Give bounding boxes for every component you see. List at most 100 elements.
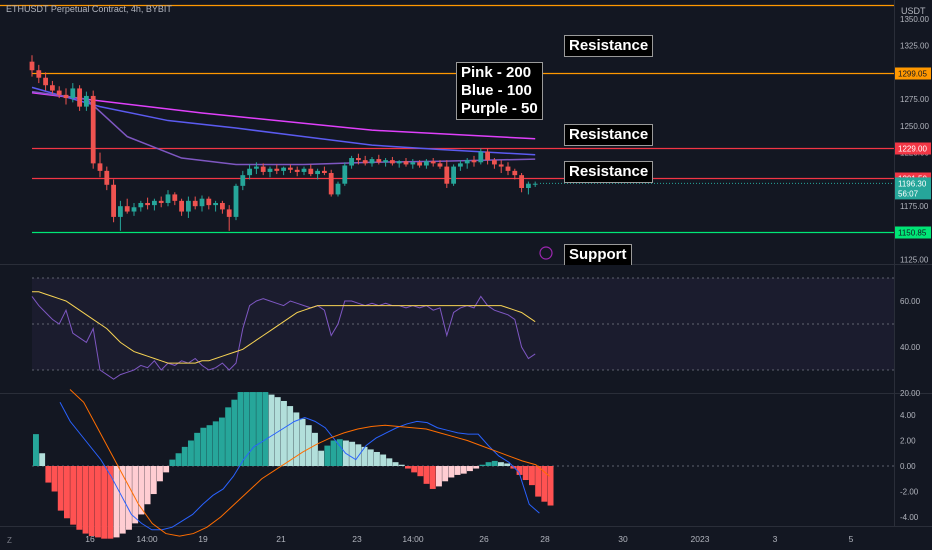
candle-body xyxy=(498,164,504,167)
chart-title: ETHUSDT Perpetual Contract, 4h, BYBIT xyxy=(6,4,172,14)
macd-histogram-bar xyxy=(76,466,83,530)
macd-histogram-bar xyxy=(485,462,492,466)
macd-histogram-bar xyxy=(119,466,126,534)
macd-histogram-bar xyxy=(150,466,157,495)
macd-histogram-bar xyxy=(312,432,318,466)
macd-histogram-bar xyxy=(541,466,548,502)
candle-body xyxy=(403,161,409,165)
macd-histogram-bar xyxy=(33,434,39,466)
macd-histogram-bar xyxy=(299,418,306,466)
candle-body xyxy=(70,88,76,99)
candle-body xyxy=(206,198,212,206)
time-axis-label: 21 xyxy=(276,534,286,544)
macd-histogram-bar xyxy=(423,466,430,484)
candle-body xyxy=(104,170,110,185)
candle-body xyxy=(390,160,395,164)
time-axis-label: 19 xyxy=(198,534,208,544)
candle-body xyxy=(118,206,123,217)
macd-histogram-bar xyxy=(361,446,368,466)
countdown-label: 56:07 xyxy=(898,189,919,198)
macd-histogram-bar xyxy=(349,441,356,466)
macd-histogram-bar xyxy=(398,464,405,466)
macd-histogram-bar xyxy=(293,412,300,466)
resistance-annotation-3[interactable]: Resistance xyxy=(564,161,654,183)
candle-body xyxy=(485,151,490,161)
macd-histogram-bar xyxy=(175,453,182,466)
candle-body xyxy=(43,77,48,86)
candle-body xyxy=(192,200,198,207)
last-price-label: 1196.30 xyxy=(898,179,927,188)
macd-histogram-bar xyxy=(417,466,424,477)
ma-legend-annotation[interactable]: Pink - 200 Blue - 100 Purple - 50 xyxy=(456,62,543,120)
macd-histogram-bar xyxy=(522,466,529,481)
macd-histogram-bar xyxy=(231,399,238,466)
macd-histogram-bar xyxy=(101,466,108,539)
macd-histogram-bar xyxy=(504,463,511,466)
candle-body xyxy=(288,167,293,170)
resistance-annotation-1[interactable]: Resistance xyxy=(564,35,654,57)
macd-histogram-bar xyxy=(113,466,120,538)
candle-body xyxy=(220,202,225,210)
candle-body xyxy=(63,94,69,99)
candle-body xyxy=(396,161,402,164)
macd-tick-label: 4.00 xyxy=(900,411,916,420)
candle-body xyxy=(410,162,416,165)
macd-histogram-bar xyxy=(188,440,194,466)
candle-body xyxy=(158,200,164,203)
macd-histogram-bar xyxy=(256,392,263,466)
macd-histogram-bar xyxy=(467,466,473,472)
macd-histogram-bar xyxy=(392,462,399,466)
candle-body xyxy=(29,61,35,71)
macd-histogram-bar xyxy=(442,466,449,482)
candle-body xyxy=(233,185,239,217)
candle-body xyxy=(77,88,82,107)
candle-body xyxy=(267,168,273,172)
macd-signal-line xyxy=(69,389,550,537)
macd-histogram-bar xyxy=(281,400,287,466)
rsi-tick-label: 20.00 xyxy=(900,389,921,398)
candle-body xyxy=(532,183,538,185)
macd-histogram-bar xyxy=(386,458,393,466)
macd-histogram-bar xyxy=(498,462,504,466)
candle-body xyxy=(274,168,280,171)
price-level-label: 1150.85 xyxy=(898,229,927,238)
macd-histogram-bar xyxy=(45,466,52,483)
macd-histogram-bar xyxy=(138,466,145,515)
candle-body xyxy=(335,183,341,195)
candle-body xyxy=(247,168,252,176)
candle-body xyxy=(124,206,130,212)
price-level-label: 1299.05 xyxy=(898,70,927,79)
candle-body xyxy=(165,194,171,203)
support-annotation[interactable]: Support xyxy=(564,244,632,265)
macd-histogram-bar xyxy=(448,466,455,478)
rsi-line xyxy=(32,291,536,364)
candle-body xyxy=(322,170,327,174)
candle-body xyxy=(519,175,524,188)
candle-body xyxy=(281,167,286,171)
candle-body xyxy=(383,160,388,163)
macd-histogram-bar xyxy=(405,466,411,469)
macd-histogram-bar xyxy=(268,394,275,466)
rsi-line xyxy=(31,295,536,380)
macd-histogram-bar xyxy=(200,427,207,466)
time-axis-label: 14:00 xyxy=(402,534,424,544)
macd-histogram-bar xyxy=(547,466,554,506)
resistance-annotation-2[interactable]: Resistance xyxy=(564,124,654,146)
candle-body xyxy=(328,173,334,195)
candle-body xyxy=(478,151,484,163)
macd-tick-label: -4.00 xyxy=(900,513,919,522)
candle-body xyxy=(213,202,218,206)
price-tick-label: 1275.00 xyxy=(900,95,929,104)
candle-body xyxy=(356,158,361,161)
moving-average-line xyxy=(31,91,536,140)
last-price-tag xyxy=(895,177,931,200)
candle-body xyxy=(84,95,89,107)
alert-icon xyxy=(539,246,553,260)
macd-histogram-bar xyxy=(237,392,244,466)
candle-body xyxy=(349,158,354,166)
macd-histogram-bar xyxy=(64,466,70,519)
price-level-tag xyxy=(895,142,931,155)
candle-body xyxy=(145,202,150,206)
macd-histogram-bar xyxy=(157,466,163,482)
